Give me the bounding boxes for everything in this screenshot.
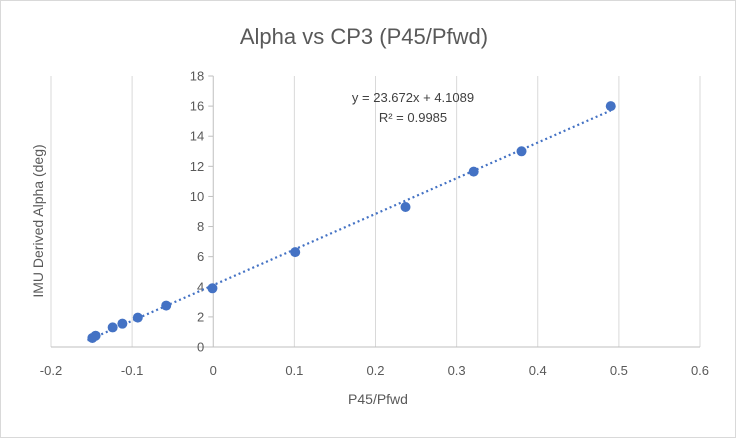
x-tick-label: 0.3 bbox=[448, 363, 466, 378]
y-tick-label: 6 bbox=[197, 249, 204, 264]
x-tick-label: 0.2 bbox=[366, 363, 384, 378]
y-axis-title: IMU Derived Alpha (deg) bbox=[30, 144, 46, 297]
y-tick-label: 18 bbox=[190, 69, 204, 84]
x-tick-label: 0.6 bbox=[691, 363, 709, 378]
data-point-8 bbox=[400, 201, 411, 212]
data-point-1 bbox=[90, 330, 101, 341]
chart-title: Alpha vs CP3 (P45/Pfwd) bbox=[240, 24, 488, 49]
x-tick-label: 0.5 bbox=[610, 363, 628, 378]
data-point-4 bbox=[132, 312, 143, 323]
data-point-2 bbox=[107, 322, 118, 333]
x-tick-labels: -0.2 -0.1 0 0.1 0.2 0.3 0.4 0.5 0.6 bbox=[40, 363, 709, 378]
x-tick-label: -0.2 bbox=[40, 363, 62, 378]
data-point-9 bbox=[468, 166, 479, 177]
trendline-equation: y = 23.672x + 4.1089 bbox=[352, 90, 474, 105]
y-tick-label: 8 bbox=[197, 219, 204, 234]
y-tick-label: 16 bbox=[190, 99, 204, 114]
x-tick-label: -0.1 bbox=[121, 363, 143, 378]
y-tick-label: 10 bbox=[190, 189, 204, 204]
y-tick-label: 2 bbox=[197, 309, 204, 324]
x-tick-label: 0 bbox=[210, 363, 217, 378]
y-tick-labels: 0 2 4 6 8 10 12 14 16 18 bbox=[190, 69, 214, 355]
x-axis-title: P45/Pfwd bbox=[348, 391, 408, 407]
vertical-gridlines bbox=[50, 76, 701, 347]
data-point-3 bbox=[117, 318, 128, 329]
data-point-5 bbox=[161, 300, 172, 311]
x-tick-label: 0.4 bbox=[529, 363, 547, 378]
r-squared-label: R² = 0.9985 bbox=[379, 110, 447, 125]
data-point-11 bbox=[605, 101, 616, 112]
data-point-6 bbox=[207, 283, 218, 294]
x-tick-label: 0.1 bbox=[285, 363, 303, 378]
data-point-10 bbox=[516, 146, 527, 157]
data-point-7 bbox=[290, 247, 301, 258]
y-tick-label: 14 bbox=[190, 129, 204, 144]
y-tick-label: 4 bbox=[197, 279, 204, 294]
y-tick-label: 12 bbox=[190, 159, 204, 174]
y-tick-label: 0 bbox=[197, 340, 204, 355]
data-points bbox=[87, 101, 616, 343]
